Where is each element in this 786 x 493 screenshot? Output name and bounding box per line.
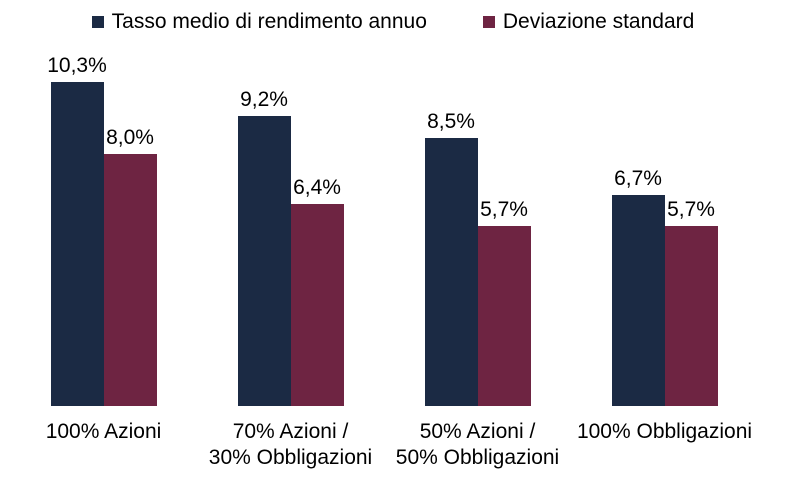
legend-item-rendimento: Tasso medio di rendimento annuo xyxy=(91,10,427,34)
bar-deviazione xyxy=(290,204,344,406)
bar-column-rendimento: 10,3% xyxy=(47,54,107,406)
bar-pair: 8,5% 5,7% xyxy=(424,53,531,406)
value-label-deviazione: 5,7% xyxy=(667,198,715,222)
value-label-rendimento: 6,7% xyxy=(614,166,662,190)
bar-column-deviazione: 6,4% xyxy=(290,176,344,406)
bar-pair: 6,7% 5,7% xyxy=(611,53,718,406)
bar-column-rendimento: 9,2% xyxy=(237,88,291,406)
bar-group: 6,7% 5,7% 100% Obbligazioni xyxy=(571,53,758,471)
value-label-deviazione: 6,4% xyxy=(293,176,341,200)
value-label-rendimento: 8,5% xyxy=(427,110,475,134)
bar-pair: 9,2% 6,4% xyxy=(237,53,344,406)
legend-swatch-rendimento-icon xyxy=(91,16,104,28)
bar-group: 8,5% 5,7% 50% Azioni / 50% Obbligazioni xyxy=(384,53,571,471)
legend-swatch-deviazione-icon xyxy=(482,16,495,28)
legend-item-deviazione: Deviazione standard xyxy=(482,10,695,34)
bar-rendimento xyxy=(237,116,291,406)
bar-group: 10,3% 8,0% 100% Azioni xyxy=(10,53,197,471)
category-label: 100% Obbligazioni xyxy=(576,420,753,443)
bar-rendimento xyxy=(424,138,478,406)
value-label-deviazione: 5,7% xyxy=(480,198,528,222)
category-label: 100% Azioni xyxy=(45,420,162,443)
bar-rendimento xyxy=(611,194,665,406)
plot-area: 10,3% 8,0% 100% Azioni 9,2% 6,4% 70% Azi… xyxy=(0,53,786,471)
chart-legend: Tasso medio di rendimento annuo Deviazio… xyxy=(0,0,786,35)
bar-column-deviazione: 5,7% xyxy=(664,198,718,406)
legend-label-deviazione: Deviazione standard xyxy=(502,10,695,33)
bar-deviazione xyxy=(664,226,718,406)
category-label: 50% Azioni / 50% Obbligazioni xyxy=(395,420,560,469)
bar-group: 9,2% 6,4% 70% Azioni / 30% Obbligazioni xyxy=(197,53,384,471)
bar-column-rendimento: 8,5% xyxy=(424,110,478,406)
category-label: 70% Azioni / 30% Obbligazioni xyxy=(208,420,373,469)
bar-deviazione xyxy=(103,154,157,406)
bar-rendimento xyxy=(50,81,104,406)
bar-deviazione xyxy=(477,226,531,406)
legend-label-rendimento: Tasso medio di rendimento annuo xyxy=(111,10,427,33)
value-label-rendimento: 9,2% xyxy=(240,88,288,112)
bar-column-rendimento: 6,7% xyxy=(611,166,665,406)
bar-pair: 10,3% 8,0% xyxy=(47,53,157,406)
bar-column-deviazione: 8,0% xyxy=(103,126,157,406)
value-label-rendimento: 10,3% xyxy=(47,53,107,77)
bar-column-deviazione: 5,7% xyxy=(477,198,531,406)
value-label-deviazione: 8,0% xyxy=(106,126,154,149)
